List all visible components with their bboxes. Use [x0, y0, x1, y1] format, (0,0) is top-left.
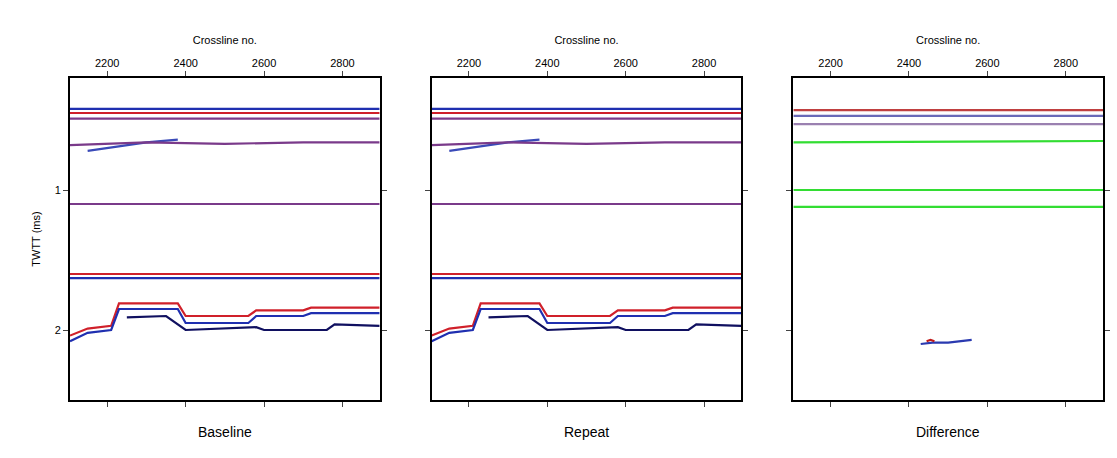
svg-text:2400: 2400 — [535, 57, 559, 69]
svg-text:2200: 2200 — [457, 57, 481, 69]
svg-text:2800: 2800 — [330, 57, 354, 69]
svg-text:Crossline no.: Crossline no. — [554, 34, 618, 46]
svg-text:2800: 2800 — [692, 57, 716, 69]
svg-text:2600: 2600 — [252, 57, 276, 69]
svg-text:Baseline: Baseline — [198, 424, 252, 440]
svg-text:Repeat: Repeat — [564, 424, 609, 440]
svg-text:2: 2 — [55, 324, 61, 336]
svg-text:Crossline no.: Crossline no. — [193, 34, 257, 46]
svg-text:2200: 2200 — [95, 57, 119, 69]
svg-text:2600: 2600 — [613, 57, 637, 69]
svg-text:TWTT (ms): TWTT (ms) — [30, 211, 42, 266]
svg-text:2800: 2800 — [1054, 57, 1078, 69]
svg-text:Difference: Difference — [916, 424, 980, 440]
svg-text:1: 1 — [55, 184, 61, 196]
svg-text:2600: 2600 — [975, 57, 999, 69]
svg-text:Crossline no.: Crossline no. — [916, 34, 980, 46]
svg-text:2400: 2400 — [173, 57, 197, 69]
svg-text:2400: 2400 — [897, 57, 921, 69]
svg-text:2200: 2200 — [818, 57, 842, 69]
